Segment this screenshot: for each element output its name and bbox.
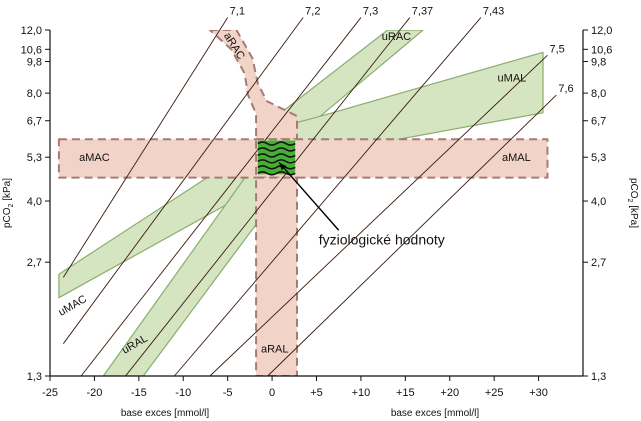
y-tick-label-left: 2,7	[27, 257, 42, 269]
y-axis-title-right: pCO2 [kPa]	[626, 178, 639, 228]
x-tick-label: +20	[440, 387, 459, 399]
y-tick-label-right: 12,0	[591, 25, 612, 37]
y-tick-label-right: 8,0	[591, 88, 606, 100]
region-label-amac: aMAC	[79, 152, 110, 164]
y-tick-label-right: 10,6	[591, 44, 612, 56]
isoline-label: 7,43	[483, 6, 504, 18]
y-tick-label-left: 6,7	[27, 116, 42, 128]
x-axis-title-left: base exces [mmol/l]	[121, 408, 210, 419]
region-label-amal: aMAL	[502, 152, 531, 164]
y-tick-label-left: 12,0	[21, 25, 42, 37]
x-tick-label: +10	[352, 387, 371, 399]
x-tick-label: +15	[396, 387, 415, 399]
region-label-urac: uRAC	[382, 31, 411, 43]
y-tick-label-left: 1,3	[27, 371, 42, 383]
isoline-7-1	[62, 17, 229, 278]
x-tick-label: 0	[269, 387, 275, 399]
ph-isolines	[62, 17, 557, 377]
arrow-head	[279, 162, 287, 171]
physiological-wave	[257, 141, 296, 146]
axes	[45, 29, 588, 381]
x-axis-title-right: base exces [mmol/l]	[391, 408, 480, 419]
x-tick-label: -15	[131, 387, 147, 399]
isoline-7-43	[174, 17, 482, 377]
x-tick-label: +5	[310, 387, 323, 399]
isoline-7-6	[267, 94, 557, 377]
isoline-7-5	[209, 54, 548, 377]
region-label-umal: uMAL	[498, 72, 527, 84]
physiological-arrow	[278, 162, 340, 231]
isoline-label: 7,2	[305, 6, 320, 18]
y-tick-label-left: 5,3	[27, 152, 42, 164]
isoline-7-2	[62, 17, 304, 344]
y-tick-label-right: 2,7	[591, 257, 606, 269]
y-tick-label-right: 4,0	[591, 196, 606, 208]
y-tick-label-left: 9,8	[27, 57, 42, 69]
isoline-label: 7,1	[230, 6, 245, 18]
region-label-aral: aRAL	[261, 344, 289, 356]
physiological-zone	[257, 140, 340, 231]
isoline-label: 7,37	[412, 6, 433, 18]
y-tick-label-right: 1,3	[591, 371, 606, 383]
x-tick-label: -25	[42, 387, 58, 399]
y-tick-label-right: 9,8	[591, 57, 606, 69]
isoline-label: 7,3	[363, 6, 378, 18]
region-amal	[255, 138, 549, 179]
x-tick-label: -10	[175, 387, 191, 399]
physiological-label: fyziologické hodnoty	[319, 231, 445, 247]
isoline-7-37	[125, 17, 411, 377]
y-tick-label-left: 10,6	[21, 44, 42, 56]
y-tick-label-left: 8,0	[27, 88, 42, 100]
y-tick-label-left: 4,0	[27, 196, 42, 208]
y-tick-label-right: 5,3	[591, 152, 606, 164]
x-tick-label: -20	[86, 387, 102, 399]
physiological-wave	[257, 159, 296, 164]
physiological-wave	[257, 170, 296, 176]
x-tick-label: +25	[485, 387, 504, 399]
isoline-7-3	[80, 17, 362, 377]
physiological-wave	[257, 165, 296, 170]
isoline-label: 7,6	[558, 83, 573, 95]
y-axis-title-left: pCO2 [kPa]	[2, 178, 15, 228]
isoline-label: 7,5	[549, 43, 564, 55]
physiological-wave	[257, 147, 296, 152]
physiological-wave	[257, 153, 296, 158]
x-tick-label: +30	[529, 387, 548, 399]
regions	[57, 30, 549, 376]
x-tick-label: -5	[223, 387, 233, 399]
y-tick-label-right: 6,7	[591, 116, 606, 128]
